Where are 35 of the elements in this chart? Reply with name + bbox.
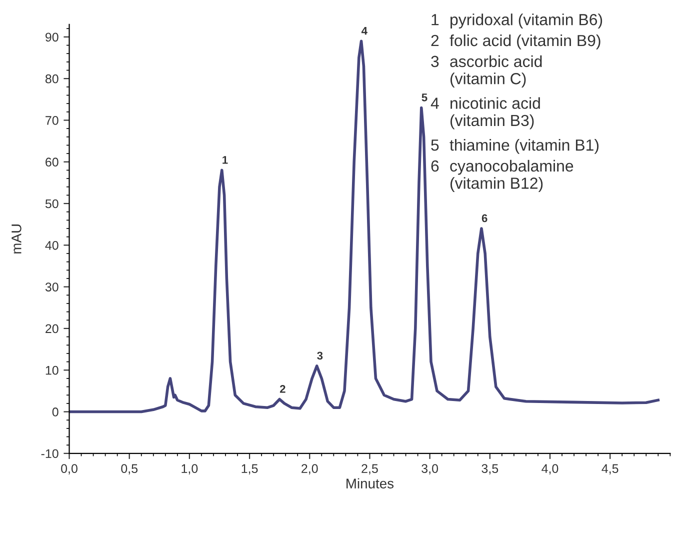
y-tick-label: 10 — [46, 366, 58, 375]
annotation: 3 — [317, 352, 323, 360]
annotation: 5 — [422, 94, 428, 102]
y-tick-label: 50 — [45, 199, 58, 208]
annotation: 6 cyanocobalamine (vitamin B12) — [431, 160, 574, 192]
annotation: 6 — [482, 214, 488, 222]
annotation: 5 thiamine (vitamin B1) — [431, 139, 599, 154]
y-tick-label: 20 — [46, 324, 58, 334]
x-tick-label: 1,5 — [242, 464, 258, 474]
y-tick-label: 80 — [45, 74, 58, 84]
annotation: 2 folic acid (vitamin B9) — [431, 34, 600, 50]
annotation: 4 nicotinic acid (vitamin B3) — [430, 97, 540, 130]
annotation: 3 ascorbic acid (vitamin C) — [431, 55, 542, 88]
x-tick-label: 1,0 — [182, 464, 198, 474]
y-tick-label: 40 — [45, 240, 58, 250]
y-tick-label: 60 — [46, 158, 58, 167]
y-tick-label: 30 — [45, 282, 58, 292]
x-axis-title: Minutes — [346, 478, 394, 488]
x-tick-label: 4,0 — [542, 464, 558, 474]
x-tick-label: 2,5 — [362, 464, 378, 474]
y-tick-label: 90 — [46, 32, 58, 42]
x-tick-label: 2,0 — [302, 464, 318, 474]
annotation: 2 — [280, 385, 286, 393]
y-tick-label: 0 — [52, 408, 58, 416]
x-tick-label: 4,5 — [602, 464, 618, 474]
y-tick-label: -10 — [41, 449, 58, 458]
x-tick-label: 0,5 — [121, 464, 138, 474]
y-tick-label: 70 — [46, 116, 58, 125]
annotation: 1 pyridoxal (vitamin B6) — [432, 14, 602, 28]
x-tick-label: 0,0 — [61, 464, 78, 474]
annotation: 1 — [222, 156, 228, 164]
x-tick-label: 3,0 — [422, 464, 438, 474]
annotation: 4 — [361, 26, 368, 35]
x-tick-label: 3,5 — [482, 464, 498, 474]
y-axis-title: mAU — [12, 224, 22, 254]
